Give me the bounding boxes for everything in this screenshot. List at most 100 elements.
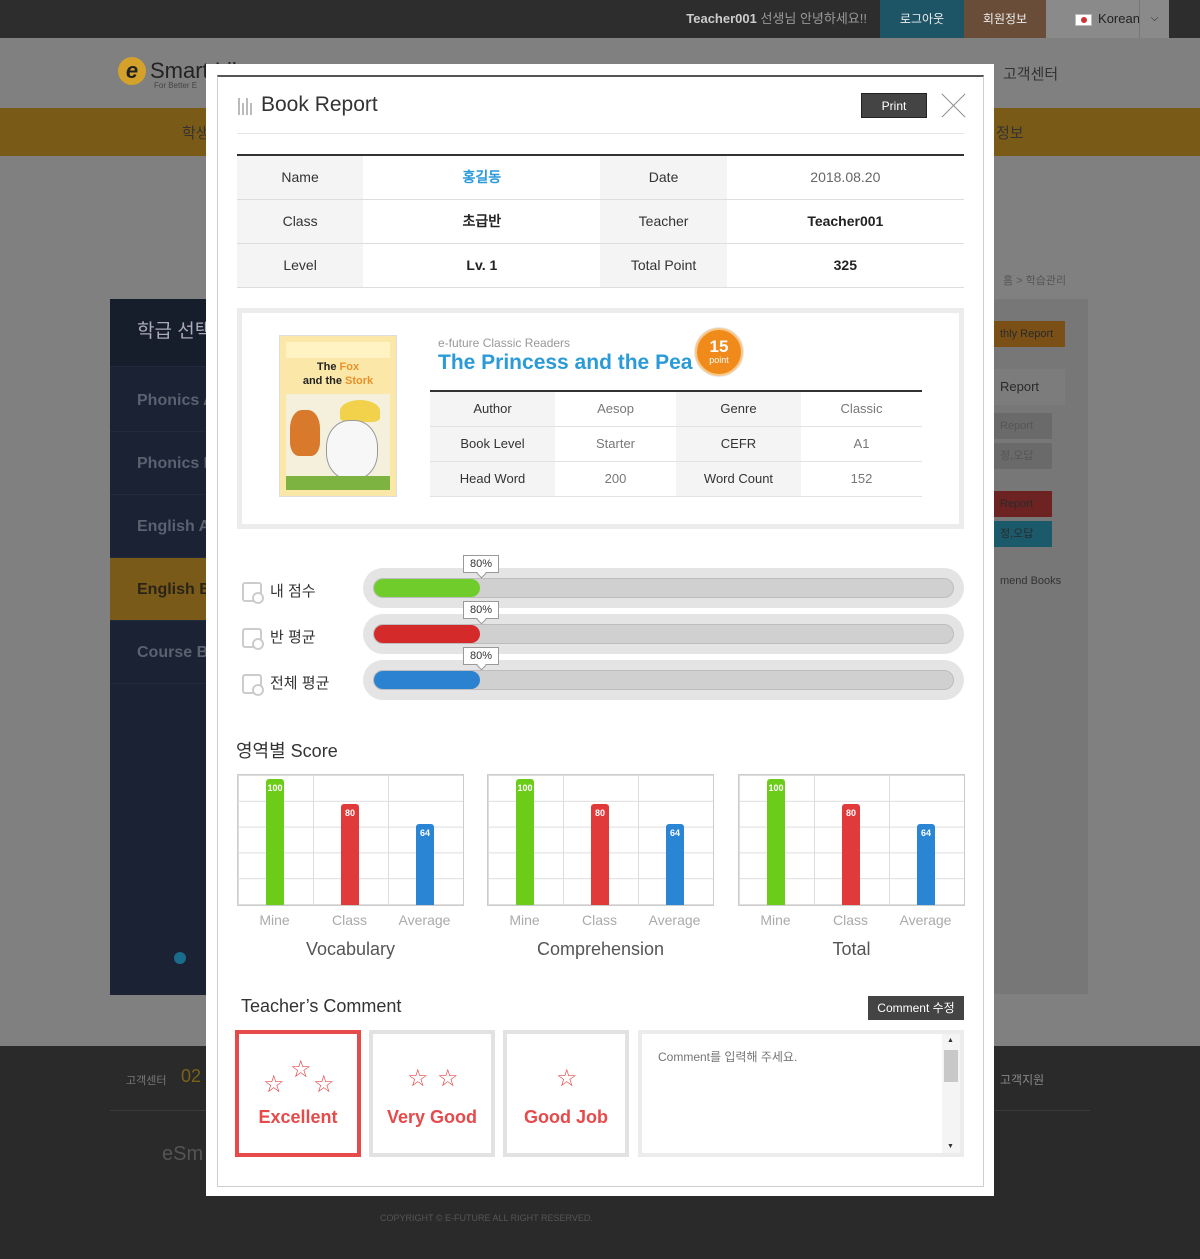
copyright: COPYRIGHT © E-FUTURE ALL RIGHT RESERVED.	[380, 1213, 593, 1223]
book-series: e-future Classic Readers	[438, 336, 571, 350]
korea-flag-icon	[1075, 13, 1093, 26]
modal-title: Book Report	[261, 93, 378, 116]
grade-label: Very Good	[386, 1107, 478, 1127]
teacher-value: Teacher001	[726, 199, 964, 244]
x-tick-label: Mine	[760, 912, 791, 928]
x-tick-label: Class	[331, 912, 367, 928]
level-label: Level	[237, 243, 364, 288]
monthly-report-button[interactable]: thly Report	[994, 321, 1065, 347]
chart-bar: 64	[416, 824, 434, 905]
word-count-label: Word Count	[676, 461, 801, 497]
score-chart: 100 80 64	[237, 774, 464, 906]
report-icon	[242, 582, 264, 604]
bar-value-label: 80	[845, 808, 856, 819]
scroll-down-icon[interactable]: ▼	[947, 1143, 954, 1150]
author-label: Author	[430, 391, 555, 427]
score-bar-fill	[374, 671, 480, 689]
sidebar-title: 학급 선택	[110, 299, 208, 367]
chart-title: Comprehension	[536, 939, 665, 959]
bars-icon	[238, 98, 254, 115]
pager-dot-active[interactable]	[174, 952, 186, 964]
score-label: 반 평균	[270, 629, 316, 646]
print-button[interactable]: Print	[861, 93, 927, 118]
score-tooltip: 80%	[463, 601, 499, 619]
x-tick-label: Average	[899, 912, 952, 928]
report-button-red[interactable]: Report	[994, 491, 1052, 517]
comment-scrollbar[interactable]: ▲ ▼	[942, 1034, 960, 1153]
report-tab[interactable]: Report	[994, 369, 1065, 405]
score-bar-fill	[374, 579, 480, 597]
bar-value-label: 100	[267, 783, 283, 793]
x-tick-label: Average	[648, 912, 701, 928]
sidebar-item[interactable]: Phonics B	[110, 432, 208, 495]
score-bar	[363, 660, 964, 700]
word-count-value: 152	[801, 461, 922, 497]
answers-button-blue[interactable]: 정,오답	[994, 521, 1052, 547]
comment-box	[638, 1030, 964, 1157]
sidebar-item[interactable]: Phonics A	[110, 369, 208, 432]
report-button[interactable]: Report	[994, 413, 1052, 439]
footer-support-link[interactable]: 고객지원	[1000, 1073, 1045, 1087]
score-chart: 100 80 64	[487, 774, 714, 906]
book-info-box	[237, 308, 964, 529]
bar-value-label: 64	[920, 828, 931, 839]
bar-value-label: 100	[768, 783, 784, 793]
total-point-label: Total Point	[600, 243, 727, 288]
footer-brand: eSm	[162, 1143, 204, 1165]
book-cover-image: The Fox and the Stork	[279, 335, 397, 497]
x-tick-label: Average	[398, 912, 451, 928]
bar-value-label: 80	[594, 808, 605, 819]
star-icon: ☆	[263, 1071, 285, 1098]
chart-title: Total	[832, 939, 871, 959]
grade-option[interactable]: ☆ Good Job	[503, 1030, 629, 1157]
grade-label: Good Job	[524, 1107, 608, 1127]
chart-bar: 64	[917, 824, 935, 905]
scroll-thumb[interactable]	[944, 1050, 958, 1082]
nav-item-info[interactable]: 정보	[996, 125, 1024, 142]
grade-option[interactable]: ☆ ☆ ☆ Excellent	[235, 1030, 361, 1157]
pager-dot[interactable]	[194, 952, 206, 964]
class-label: Class	[237, 199, 364, 244]
name-label: Name	[237, 155, 364, 200]
chart-bar: 100	[767, 779, 785, 905]
nav-item-student[interactable]: 학생	[182, 125, 210, 142]
answers-button[interactable]: 정,오답	[994, 443, 1052, 469]
sidebar-item[interactable]: English A	[110, 495, 208, 558]
chart-bar: 80	[341, 804, 359, 905]
sidebar-item-active[interactable]: English B	[110, 558, 208, 621]
class-value: 초급반	[363, 199, 601, 244]
member-info-button[interactable]: 회원정보	[964, 0, 1046, 38]
bar-value-label: 80	[344, 808, 355, 819]
genre-label: Genre	[676, 391, 801, 427]
grade-option[interactable]: ☆ ☆ Very Good	[369, 1030, 495, 1157]
report-icon	[242, 674, 264, 696]
scroll-up-icon[interactable]: ▲	[947, 1037, 954, 1044]
sidebar-item[interactable]: Course B	[110, 621, 208, 684]
score-bar	[363, 614, 964, 654]
head-word-label: Head Word	[430, 461, 555, 497]
star-icon: ☆	[407, 1065, 429, 1092]
grade-label: Excellent	[258, 1107, 338, 1127]
score-tooltip: 80%	[463, 555, 499, 573]
report-icon	[242, 628, 264, 650]
recommend-books-link[interactable]: mend Books	[1000, 575, 1062, 587]
score-label: 내 점수	[270, 583, 316, 600]
star-icon: ☆	[437, 1065, 459, 1092]
comment-input[interactable]	[642, 1034, 944, 1153]
logout-button[interactable]: 로그아웃	[880, 0, 964, 38]
area-score-title: 영역별 Score	[236, 741, 338, 761]
total-point-value: 325	[726, 243, 964, 288]
language-select[interactable]: Korean ⌵	[1046, 0, 1169, 38]
teacher-label: Teacher	[600, 199, 727, 244]
chart-bar: 100	[516, 779, 534, 905]
level-value: Lv. 1	[363, 243, 601, 288]
x-tick-label: Mine	[509, 912, 540, 928]
chart-bar: 80	[842, 804, 860, 905]
student-name: 홍길동	[363, 155, 601, 200]
book-title: The Princess and the Pea	[438, 351, 693, 374]
date-label: Date	[600, 155, 727, 200]
close-icon[interactable]	[941, 93, 966, 118]
customer-center-link[interactable]: 고객센터	[1003, 66, 1059, 83]
edit-comment-button[interactable]: Comment 수정	[868, 996, 964, 1020]
greeting: Teacher001 선생님 안녕하세요!!	[686, 11, 867, 26]
